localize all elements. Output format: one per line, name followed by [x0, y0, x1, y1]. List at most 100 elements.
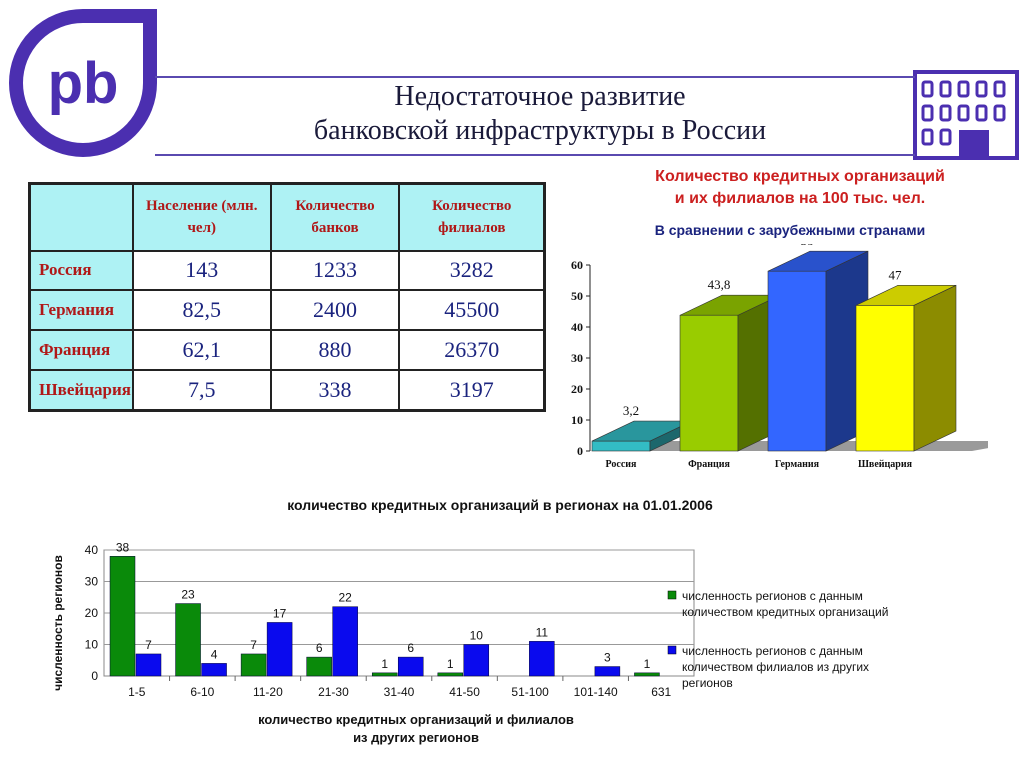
- bar-value-label: 11: [536, 625, 549, 639]
- x-tick-label: 631: [651, 685, 671, 699]
- cell-banks: 1233: [269, 249, 401, 292]
- x-tick-label: 31-40: [384, 685, 415, 699]
- bar-value-label: 47: [889, 267, 903, 282]
- x-tick-label: 11-20: [253, 685, 283, 699]
- table-corner-cell: [28, 182, 134, 252]
- bar-top: [855, 284, 957, 306]
- title-bottom-rule: [155, 154, 915, 156]
- bar-value-label: 23: [181, 588, 195, 602]
- x-tick-label: 21-30: [318, 685, 349, 699]
- table-row: Франция 62,1 880 26370: [28, 329, 546, 371]
- y-tick-label: 0: [91, 669, 98, 683]
- y-axis-label: численность регионов: [51, 555, 65, 691]
- bar: [463, 644, 490, 677]
- building-icon: [913, 70, 1019, 160]
- cell-branches: 3282: [398, 249, 546, 292]
- bar: [306, 656, 332, 677]
- row-country: Германия: [28, 289, 134, 332]
- right-chart-title: Количество кредитных организаций и их фи…: [600, 166, 1000, 210]
- table-header-row: Население (млн. чел) Количество банков К…: [28, 182, 546, 252]
- cell-branches: 26370: [398, 329, 546, 371]
- bar-front: [591, 440, 651, 452]
- y-tick-label: 20: [571, 382, 583, 396]
- x-tick-label: 1-5: [128, 685, 146, 699]
- cell-banks: 880: [269, 329, 401, 371]
- bar: [529, 641, 555, 677]
- y-tick-label: 40: [571, 320, 583, 334]
- bar-value-label: 10: [470, 629, 484, 643]
- x-tick-label: Швейцария: [858, 459, 913, 470]
- x-tick-label: Франция: [688, 459, 730, 470]
- bar-value-label: 4: [211, 647, 218, 661]
- title-top-rule: [155, 76, 915, 78]
- bank-logo-left: pb: [9, 9, 157, 157]
- bar-value-label: 38: [116, 540, 130, 554]
- cell-population: 143: [131, 249, 272, 292]
- header-population: Население (млн. чел): [131, 182, 272, 252]
- cell-branches: 3197: [398, 368, 546, 412]
- bar-value-label: 22: [338, 591, 352, 605]
- regions-chart: 0102030401-53876-1023411-2071721-3062231…: [51, 540, 888, 745]
- bar-value-label: 7: [250, 638, 257, 652]
- cell-banks: 2400: [269, 289, 401, 332]
- cell-banks: 338: [269, 368, 401, 412]
- y-tick-label: 0: [577, 444, 583, 458]
- bar: [437, 672, 464, 677]
- bar-front: [679, 314, 739, 452]
- y-tick-label: 60: [571, 258, 583, 272]
- header-banks: Количество банков: [269, 182, 401, 252]
- x-tick-label: Россия: [606, 459, 637, 470]
- bar: [594, 666, 621, 677]
- bar: [634, 672, 660, 677]
- bar: [201, 663, 227, 677]
- bar-value-label: 43,8: [708, 277, 731, 292]
- x-tick-label: 51-100: [511, 685, 549, 699]
- bar-value-label: 1: [447, 657, 454, 671]
- bar: [266, 622, 293, 677]
- header-branches: Количество филиалов: [398, 182, 546, 252]
- row-country: Франция: [28, 329, 134, 371]
- bar-side: [913, 284, 957, 452]
- right-chart-title-line-2: и их филиалов на 100 тыс. чел.: [674, 190, 926, 207]
- x-tick-label: Германия: [775, 459, 820, 470]
- right-chart-subtitle: В сравнении с зарубежными странами: [654, 222, 926, 238]
- table-row: Россия 143 1233 3282: [28, 249, 546, 292]
- regions-chart-title: количество кредитных организаций в регио…: [287, 497, 713, 513]
- legend-entry: численность регионов с данным количеством…: [682, 644, 869, 690]
- legend-entry: численность регионов с данным количеством…: [682, 589, 888, 619]
- y-tick-label: 40: [85, 543, 99, 557]
- bar-value-label: 3,2: [623, 403, 639, 418]
- bar-value-label: 17: [273, 606, 287, 620]
- title-line-2: банковской инфраструктуры в России: [313, 115, 767, 146]
- bar: [135, 653, 162, 677]
- table-row: Швейцария 7,5 338 3197: [28, 368, 546, 412]
- bar-front: [855, 304, 915, 452]
- cell-population: 62,1: [131, 329, 272, 371]
- bar: [397, 656, 424, 677]
- bar: [175, 603, 201, 677]
- bar: [371, 672, 398, 677]
- table-row: Германия 82,5 2400 45500: [28, 289, 546, 332]
- country-comparison-chart: 0 10 20 30 40 50 60 3,2 Россия 43,8 Франция 58 Герма…: [571, 244, 988, 470]
- bar-value-label: 7: [145, 638, 152, 652]
- y-tick-label: 20: [85, 606, 99, 620]
- cell-population: 82,5: [131, 289, 272, 332]
- row-country: Швейцария: [28, 368, 134, 412]
- bar: [109, 556, 136, 677]
- bar: [240, 653, 267, 677]
- bar-value-label: 58: [801, 244, 814, 248]
- bar-front: [767, 270, 827, 452]
- y-tick-label: 10: [571, 413, 583, 427]
- row-country: Россия: [28, 249, 134, 292]
- right-chart-title-line-1: Количество кредитных организаций: [655, 168, 945, 185]
- bar: [332, 606, 358, 677]
- cell-population: 7,5: [131, 368, 272, 412]
- x-axis-label-line-1: количество кредитных организаций и филиа…: [258, 712, 574, 727]
- y-tick-label: 30: [571, 351, 583, 365]
- legend-swatch: [667, 590, 677, 600]
- cell-branches: 45500: [398, 289, 546, 332]
- bar-value-label: 3: [604, 651, 611, 665]
- logo-text: pb: [48, 51, 119, 116]
- y-tick-label: 50: [571, 289, 583, 303]
- bar-value-label: 1: [644, 657, 651, 671]
